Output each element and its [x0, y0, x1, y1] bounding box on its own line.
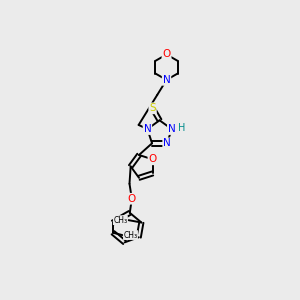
Text: N: N: [163, 138, 171, 148]
Text: H: H: [178, 123, 186, 133]
Text: CH₃: CH₃: [123, 231, 138, 240]
Text: S: S: [149, 103, 156, 113]
Text: O: O: [148, 154, 157, 164]
Text: N: N: [143, 124, 151, 134]
Text: N: N: [168, 124, 176, 134]
Text: O: O: [162, 50, 171, 59]
Text: O: O: [128, 194, 136, 204]
Text: CH₃: CH₃: [113, 216, 128, 225]
Text: N: N: [163, 75, 170, 85]
